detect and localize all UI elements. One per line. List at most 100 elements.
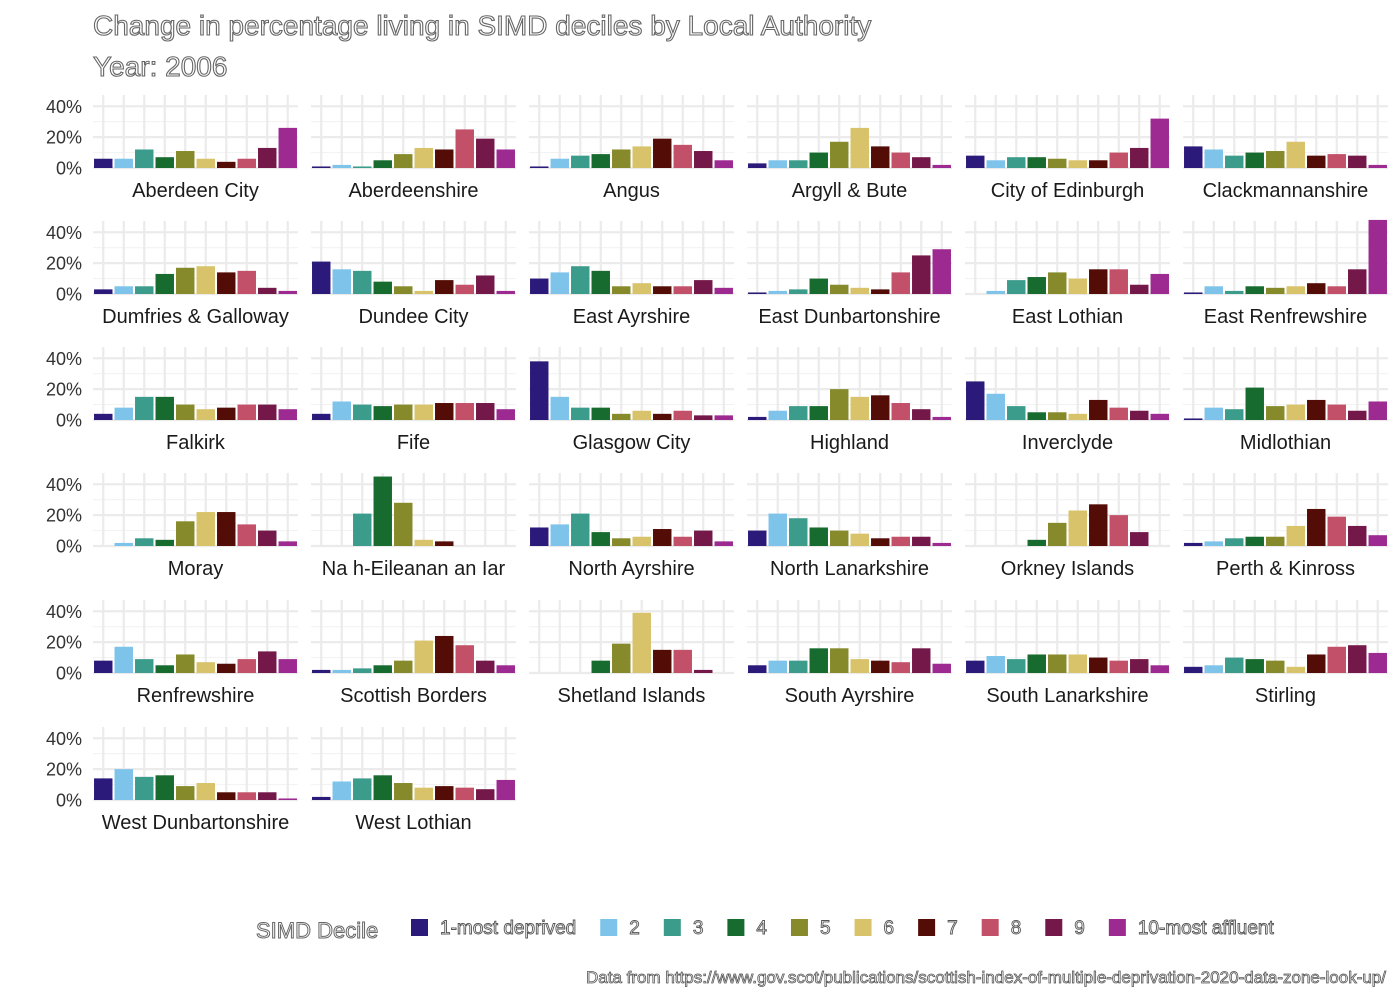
bar xyxy=(435,786,454,800)
bar xyxy=(530,166,549,168)
bar xyxy=(1130,659,1149,673)
bar xyxy=(714,541,733,546)
bar xyxy=(353,513,372,546)
legend-swatch xyxy=(981,919,999,936)
bar xyxy=(1225,155,1244,168)
bar xyxy=(258,404,277,420)
bar xyxy=(114,286,133,294)
facet-panel: Angus xyxy=(529,95,734,202)
y-tick-label: 20% xyxy=(46,380,82,400)
bar xyxy=(1184,666,1203,673)
bar xyxy=(196,512,215,546)
legend-title: SIMD Decile xyxy=(256,918,378,943)
bar xyxy=(632,612,651,673)
facet-panel: Moray 0% 20% 40% xyxy=(46,473,298,580)
bar xyxy=(135,659,154,673)
bar xyxy=(353,166,372,168)
legend-item: 5 xyxy=(790,918,831,939)
bar xyxy=(394,286,413,294)
bar xyxy=(1204,407,1223,420)
bar xyxy=(476,403,495,420)
bar xyxy=(1048,522,1067,546)
legend-label: 7 xyxy=(947,918,958,939)
bar xyxy=(1109,515,1128,546)
bar xyxy=(373,160,392,168)
facet-panel: Argyll & Bute xyxy=(747,95,952,202)
bar xyxy=(1130,284,1149,294)
bar xyxy=(571,266,590,294)
bar xyxy=(476,138,495,168)
bar xyxy=(1225,290,1244,294)
bar xyxy=(1307,399,1326,420)
bar xyxy=(1286,525,1305,546)
bar xyxy=(394,783,413,800)
bar xyxy=(632,146,651,168)
bar xyxy=(653,138,672,168)
facet-panel: East Lothian xyxy=(965,221,1170,328)
bar xyxy=(550,524,569,546)
bar xyxy=(912,409,931,420)
y-tick-label: 40% xyxy=(46,729,82,749)
bar xyxy=(217,512,236,546)
bar xyxy=(455,284,474,294)
bar xyxy=(530,361,549,420)
bar xyxy=(414,147,433,168)
bar xyxy=(1225,409,1244,420)
bar xyxy=(114,769,133,800)
bar xyxy=(871,395,890,420)
bar xyxy=(809,152,828,168)
bar xyxy=(1184,292,1203,294)
y-tick-label: 40% xyxy=(46,475,82,495)
facet-panel: Na h-Eileanan an Iar xyxy=(311,473,516,580)
facet-panel: Midlothian xyxy=(1183,347,1388,454)
bar xyxy=(830,389,849,420)
bar xyxy=(1368,164,1387,168)
legend-item: 3 xyxy=(663,918,704,939)
bar xyxy=(332,164,351,168)
y-tick-label: 20% xyxy=(46,254,82,274)
bar xyxy=(1368,219,1387,294)
bar xyxy=(768,410,787,420)
y-tick-label: 40% xyxy=(46,97,82,117)
bar xyxy=(455,129,474,168)
facet-panel: Dumfries & Galloway 0% 20% 40% xyxy=(46,221,298,328)
bar xyxy=(332,269,351,294)
bar xyxy=(1307,508,1326,546)
bar xyxy=(850,287,869,294)
y-tick-label: 20% xyxy=(46,760,82,780)
facet-panel: Dundee City xyxy=(311,221,516,328)
bar xyxy=(455,403,474,420)
bar xyxy=(196,662,215,673)
bar xyxy=(748,292,767,294)
bar xyxy=(1245,536,1264,546)
bar xyxy=(196,266,215,294)
bar xyxy=(748,163,767,168)
facet-panel: West Dunbartonshire 0% 20% 40% xyxy=(46,727,298,834)
bar xyxy=(591,154,610,168)
bar xyxy=(353,270,372,294)
legend-swatch xyxy=(1108,919,1126,936)
bar xyxy=(1368,401,1387,420)
bar xyxy=(1068,510,1087,546)
bar xyxy=(571,513,590,546)
facet-panel: Aberdeenshire xyxy=(311,95,516,202)
bar xyxy=(912,536,931,546)
facet-label: Dundee City xyxy=(358,306,468,328)
bar xyxy=(1348,269,1367,294)
bar xyxy=(1048,158,1067,168)
bar xyxy=(966,381,985,420)
bar xyxy=(809,406,828,420)
bar xyxy=(1266,287,1285,294)
bar xyxy=(1245,152,1264,168)
bar xyxy=(435,541,454,546)
y-tick-label: 0% xyxy=(56,159,82,179)
facet-label: Highland xyxy=(810,432,889,454)
bar xyxy=(530,527,549,546)
bar xyxy=(312,413,331,420)
facet-label: East Dunbartonshire xyxy=(758,306,940,328)
bar xyxy=(932,416,951,420)
bar xyxy=(94,289,113,294)
bar xyxy=(217,272,236,294)
facet-label: Renfrewshire xyxy=(137,685,255,707)
bar xyxy=(1068,160,1087,168)
